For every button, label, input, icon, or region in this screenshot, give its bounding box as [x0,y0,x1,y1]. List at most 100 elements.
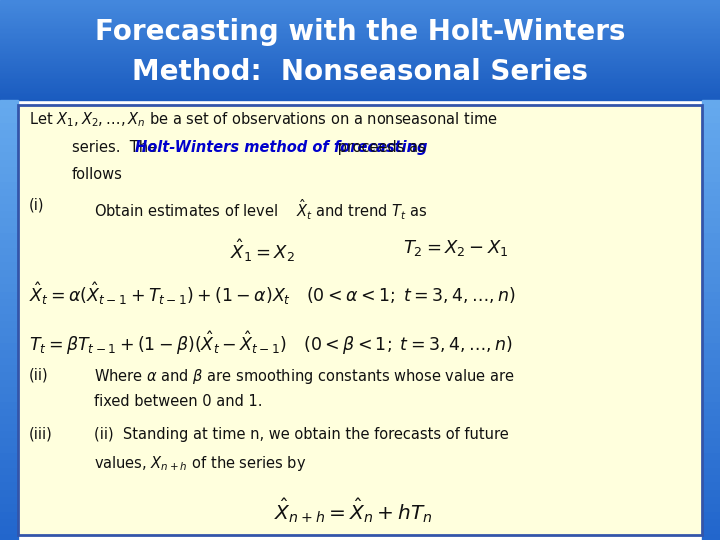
Bar [0,151,18,159]
Bar [0,40,720,42]
Bar [0,88,720,90]
Text: Method:  Nonseasonal Series: Method: Nonseasonal Series [132,58,588,86]
Bar [0,386,18,393]
Bar [0,86,720,88]
Bar [0,72,720,73]
Bar [702,144,720,151]
Bar [702,460,720,467]
Bar [0,85,720,86]
Bar [0,73,720,75]
Bar [0,166,18,173]
Bar [702,313,720,320]
Bar [0,60,720,62]
Text: Let $X_1, X_2, \ldots, X_n$ be a set of observations on a nonseasonal time: Let $X_1, X_2, \ldots, X_n$ be a set of … [29,111,498,130]
Bar [0,57,720,58]
Bar [702,335,720,342]
Bar [0,268,18,276]
Text: Where $\alpha$ and $\beta$ are smoothing constants whose value are: Where $\alpha$ and $\beta$ are smoothing… [94,367,514,386]
Bar [0,180,18,188]
Bar [0,401,18,408]
Bar [0,276,18,284]
Bar [702,151,720,159]
Bar [0,261,18,268]
Bar [0,63,720,65]
Bar [0,284,18,291]
Bar [0,474,18,481]
Bar [702,327,720,335]
Bar [702,474,720,481]
Bar [702,284,720,291]
Bar [702,503,720,511]
Bar [0,32,720,33]
Bar [0,320,18,327]
Bar [702,518,720,525]
Bar [0,37,720,38]
Bar [0,254,18,261]
Bar [0,356,18,364]
Bar [0,159,18,166]
Text: $T_t = \beta T_{t-1} + (1-\beta)(\hat{X}_t - \hat{X}_{t-1}) \quad (0 < \beta < 1: $T_t = \beta T_{t-1} + (1-\beta)(\hat{X}… [29,329,513,357]
Bar [0,173,18,180]
Bar [702,195,720,202]
Bar [0,217,18,225]
Bar [702,349,720,356]
Bar [702,202,720,210]
Bar [0,496,18,503]
Bar [0,313,18,320]
Bar [0,70,720,72]
Bar [702,415,720,423]
Bar [702,225,720,232]
Bar [702,305,720,313]
Bar [0,379,18,386]
Bar [0,364,18,372]
Bar [0,122,18,129]
Bar [702,430,720,437]
Bar [0,525,18,532]
Bar [0,511,18,518]
Bar [702,114,720,122]
Bar [0,327,18,335]
Bar [0,42,720,43]
Bar [702,268,720,276]
Bar [0,430,18,437]
Bar [0,95,720,97]
Bar [0,20,720,22]
Bar [0,48,720,50]
Bar [0,66,720,68]
Bar [0,10,720,12]
Bar [702,393,720,401]
Text: (ii): (ii) [29,367,48,382]
Bar [702,107,720,114]
Bar [0,46,720,48]
Bar [0,68,720,70]
Bar [0,28,720,30]
Bar [0,532,18,540]
Bar [702,254,720,261]
Bar [702,372,720,379]
Bar [702,452,720,460]
Bar [0,503,18,511]
Bar [0,35,720,37]
Bar [702,173,720,180]
Bar [0,452,18,460]
Bar [0,93,720,95]
Bar [0,415,18,423]
Bar [0,23,720,25]
Bar [0,137,18,144]
Bar [0,52,720,53]
Bar [0,58,720,60]
Bar [0,14,720,15]
Bar [0,15,720,17]
Bar [0,55,720,57]
Bar [0,18,720,20]
Bar [0,38,720,40]
Bar [0,6,720,8]
Bar [702,320,720,327]
Text: (i): (i) [29,197,45,212]
Bar [702,232,720,239]
Bar [0,100,18,107]
Bar [0,239,18,247]
Bar [702,129,720,137]
Bar [0,342,18,349]
Bar [0,372,18,379]
